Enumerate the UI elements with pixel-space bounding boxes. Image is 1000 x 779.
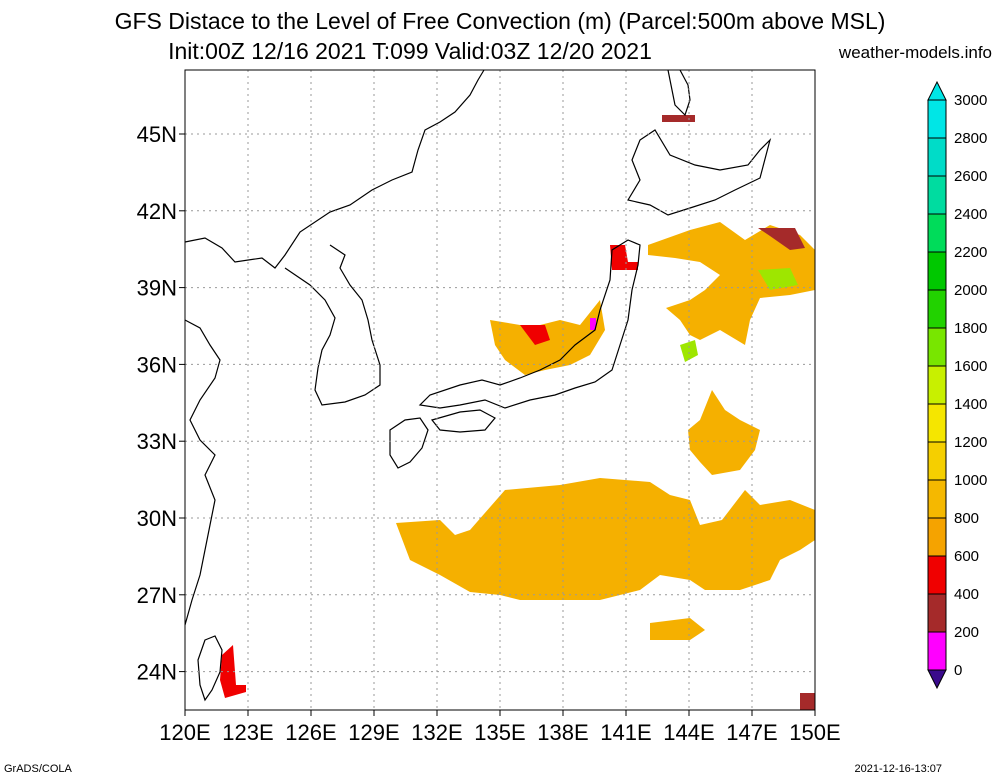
lat-tick-label: 39N bbox=[137, 276, 177, 301]
lat-tick-label: 42N bbox=[137, 199, 177, 224]
colorbar-segment bbox=[927, 289, 947, 329]
generation-timestamp: 2021-12-16-13:07 bbox=[854, 763, 942, 775]
colorbar-label: 2600 bbox=[954, 168, 987, 185]
asia-coast bbox=[184, 69, 485, 269]
lon-tick-label: 135E bbox=[474, 720, 525, 745]
field-area-corner-brown bbox=[800, 693, 815, 710]
field-area-east bbox=[688, 390, 760, 475]
colorbar-segment bbox=[927, 365, 947, 405]
colorbar-segment bbox=[927, 441, 947, 481]
colorbar-segment bbox=[927, 593, 947, 633]
colorbar-segment bbox=[927, 327, 947, 367]
field-area-green-2 bbox=[680, 340, 698, 362]
lon-tick-label: 141E bbox=[600, 720, 651, 745]
colorbar-label: 1000 bbox=[954, 472, 987, 489]
field-area-brown-2 bbox=[758, 228, 805, 250]
site-credit: weather-models.info bbox=[838, 43, 992, 62]
china-east-coast bbox=[184, 319, 221, 626]
colorbar-label: 1200 bbox=[954, 434, 987, 451]
colorbar-high-arrow bbox=[927, 80, 947, 101]
colorbar-segment bbox=[927, 631, 947, 671]
colorbar-label: 0 bbox=[954, 662, 962, 679]
field-area-ocean-patch bbox=[650, 618, 705, 640]
colorbar-low-arrow bbox=[927, 669, 947, 690]
hokkaido-coast bbox=[627, 129, 772, 216]
lon-tick-label: 126E bbox=[285, 720, 336, 745]
colorbar-segment bbox=[927, 479, 947, 519]
lat-tick-label: 30N bbox=[137, 506, 177, 531]
colorbar-label: 800 bbox=[954, 510, 979, 527]
field-area-green-1 bbox=[758, 268, 798, 290]
longitude-axis: 120E 123E 126E 129E 132E 135E 138E 141E 144E 147E… bbox=[159, 710, 841, 745]
sakhalin-coast bbox=[667, 69, 691, 117]
lon-tick-label: 147E bbox=[726, 720, 777, 745]
colorbar-segment bbox=[927, 555, 947, 595]
lon-tick-label: 129E bbox=[348, 720, 399, 745]
taiwan-coast bbox=[197, 635, 223, 702]
colorbar-segment bbox=[927, 517, 947, 557]
colorbar-label: 2200 bbox=[954, 244, 987, 261]
field-area-red-2 bbox=[610, 245, 638, 270]
colorbar-label: 2800 bbox=[954, 130, 987, 147]
colorbar-segment bbox=[927, 175, 947, 215]
lon-tick-label: 138E bbox=[537, 720, 588, 745]
lon-tick-label: 144E bbox=[663, 720, 714, 745]
field-area-south bbox=[396, 478, 815, 600]
latitude-axis: 45N 42N 39N 36N 33N 30N 27N 24N bbox=[137, 122, 185, 685]
field-area-brown-1 bbox=[662, 115, 695, 122]
lat-tick-label: 45N bbox=[137, 122, 177, 147]
colorbar-label: 2400 bbox=[954, 206, 987, 223]
colorbar-label: 1400 bbox=[954, 396, 987, 413]
shikoku-coast bbox=[430, 409, 496, 433]
lon-tick-label: 123E bbox=[222, 720, 273, 745]
coastlines bbox=[184, 69, 772, 702]
chart-subtitle: Init:00Z 12/16 2021 T:099 Valid:03Z 12/2… bbox=[168, 38, 652, 64]
lat-tick-label: 27N bbox=[137, 583, 177, 608]
colorbar-label: 400 bbox=[954, 586, 979, 603]
field-area-magenta bbox=[590, 318, 596, 330]
kyushu-coast bbox=[389, 417, 429, 469]
field-area-northeast bbox=[648, 222, 815, 345]
colorbar: 0 200 400 600 800 1000 1200 1400 1600 1800 2000 220… bbox=[927, 80, 987, 690]
colorbar-label: 600 bbox=[954, 548, 979, 565]
lat-tick-label: 36N bbox=[137, 352, 177, 377]
colorbar-segment bbox=[927, 251, 947, 291]
colorbar-segment bbox=[927, 99, 947, 139]
lon-tick-label: 120E bbox=[159, 720, 210, 745]
colorbar-segment bbox=[927, 403, 947, 443]
lon-tick-label: 150E bbox=[789, 720, 840, 745]
chart-title: GFS Distace to the Level of Free Convect… bbox=[114, 8, 886, 34]
colorbar-segment bbox=[927, 213, 947, 253]
graticule bbox=[185, 70, 815, 710]
colorbar-label: 3000 bbox=[954, 92, 987, 109]
lat-tick-label: 33N bbox=[137, 429, 177, 454]
field-shading bbox=[220, 115, 815, 710]
colorbar-label: 1600 bbox=[954, 358, 987, 375]
honshu-coast bbox=[418, 239, 641, 409]
colorbar-label: 200 bbox=[954, 624, 979, 641]
field-area-red-1 bbox=[520, 325, 550, 345]
software-credit: GrADS/COLA bbox=[4, 763, 72, 775]
colorbar-label: 2000 bbox=[954, 282, 987, 299]
colorbar-label: 1800 bbox=[954, 320, 987, 337]
colorbar-segment bbox=[927, 137, 947, 177]
korea-coast bbox=[284, 244, 381, 406]
lat-tick-label: 24N bbox=[137, 660, 177, 685]
lon-tick-label: 132E bbox=[411, 720, 462, 745]
